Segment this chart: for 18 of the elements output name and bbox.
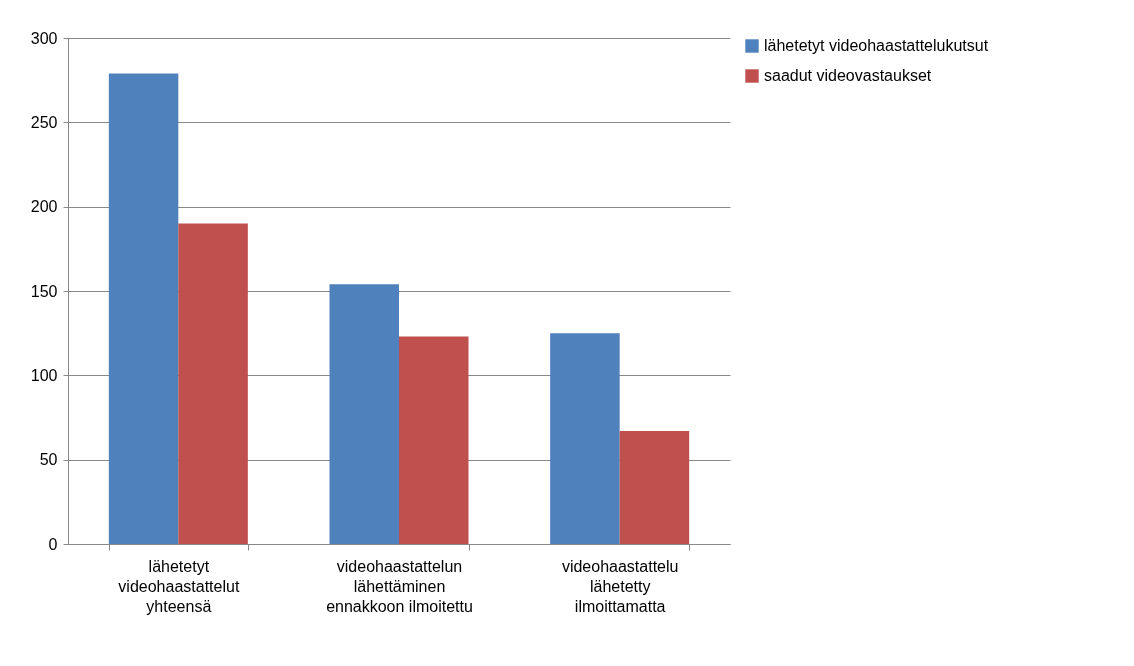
y-tick-label: 300 (30, 29, 58, 47)
y-tick-label: 100 (30, 366, 58, 384)
bar (399, 336, 469, 544)
x-tick-label: videohaastattelun lähettäminen ennakkoon ilmoitettu (326, 557, 473, 615)
bar (178, 223, 248, 544)
legend-label: saadut videovastaukset (764, 67, 932, 84)
y-tick-label: 0 (48, 535, 58, 553)
bar (329, 284, 399, 544)
bar (550, 333, 620, 544)
x-tick-label: lähetetyt videohaastattelut yhteensä (118, 557, 240, 615)
bar (108, 73, 179, 544)
x-tick-label: videohaastattelu lähetetty ilmoittamatta (561, 557, 679, 615)
y-tick-label: 200 (30, 198, 58, 216)
y-tick-label: 250 (30, 113, 58, 131)
legend-label: lähetetyt videohaastattelukutsut (764, 37, 989, 54)
y-tick-label: 150 (30, 282, 58, 300)
bar (619, 430, 690, 544)
y-tick-label: 50 (39, 451, 58, 469)
